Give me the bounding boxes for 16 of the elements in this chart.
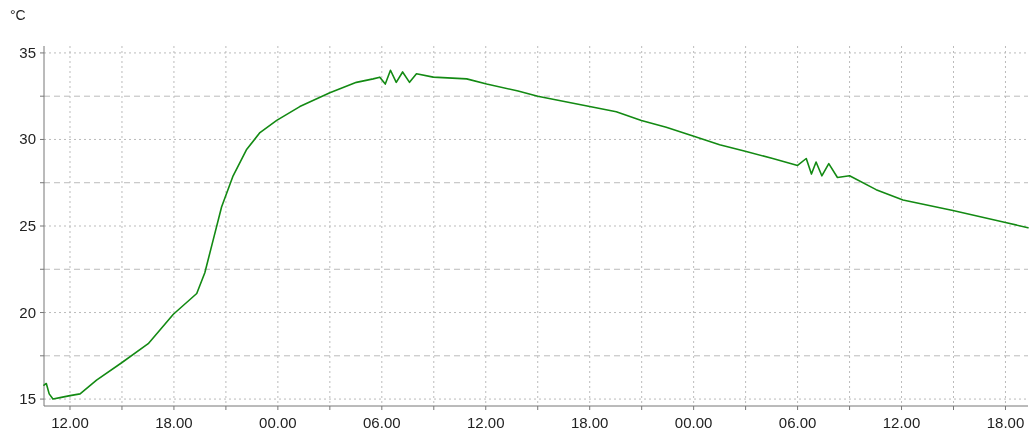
x-tick-label: 00.00 xyxy=(674,414,713,431)
y-tick-label: 30 xyxy=(19,130,36,148)
x-tick-label: 18.00 xyxy=(155,414,193,431)
x-tick-label: 12.00 xyxy=(51,414,89,431)
y-axis-title: °C xyxy=(10,7,26,23)
x-tick-label: 12.00 xyxy=(882,414,921,431)
x-tick-label: 00.00 xyxy=(259,414,297,431)
x-tick-label: 06.00 xyxy=(363,414,401,431)
x-tick-label: 18.00 xyxy=(570,414,609,431)
y-tick-label: 35 xyxy=(19,43,36,61)
x-tick-label: 18.00 xyxy=(986,414,1025,431)
x-tick-label: 12.00 xyxy=(466,414,505,431)
y-tick-label: 15 xyxy=(19,390,36,408)
x-tick-label: 06.00 xyxy=(778,414,817,431)
y-tick-label: 25 xyxy=(19,217,36,234)
y-tick-label: 20 xyxy=(19,303,36,321)
